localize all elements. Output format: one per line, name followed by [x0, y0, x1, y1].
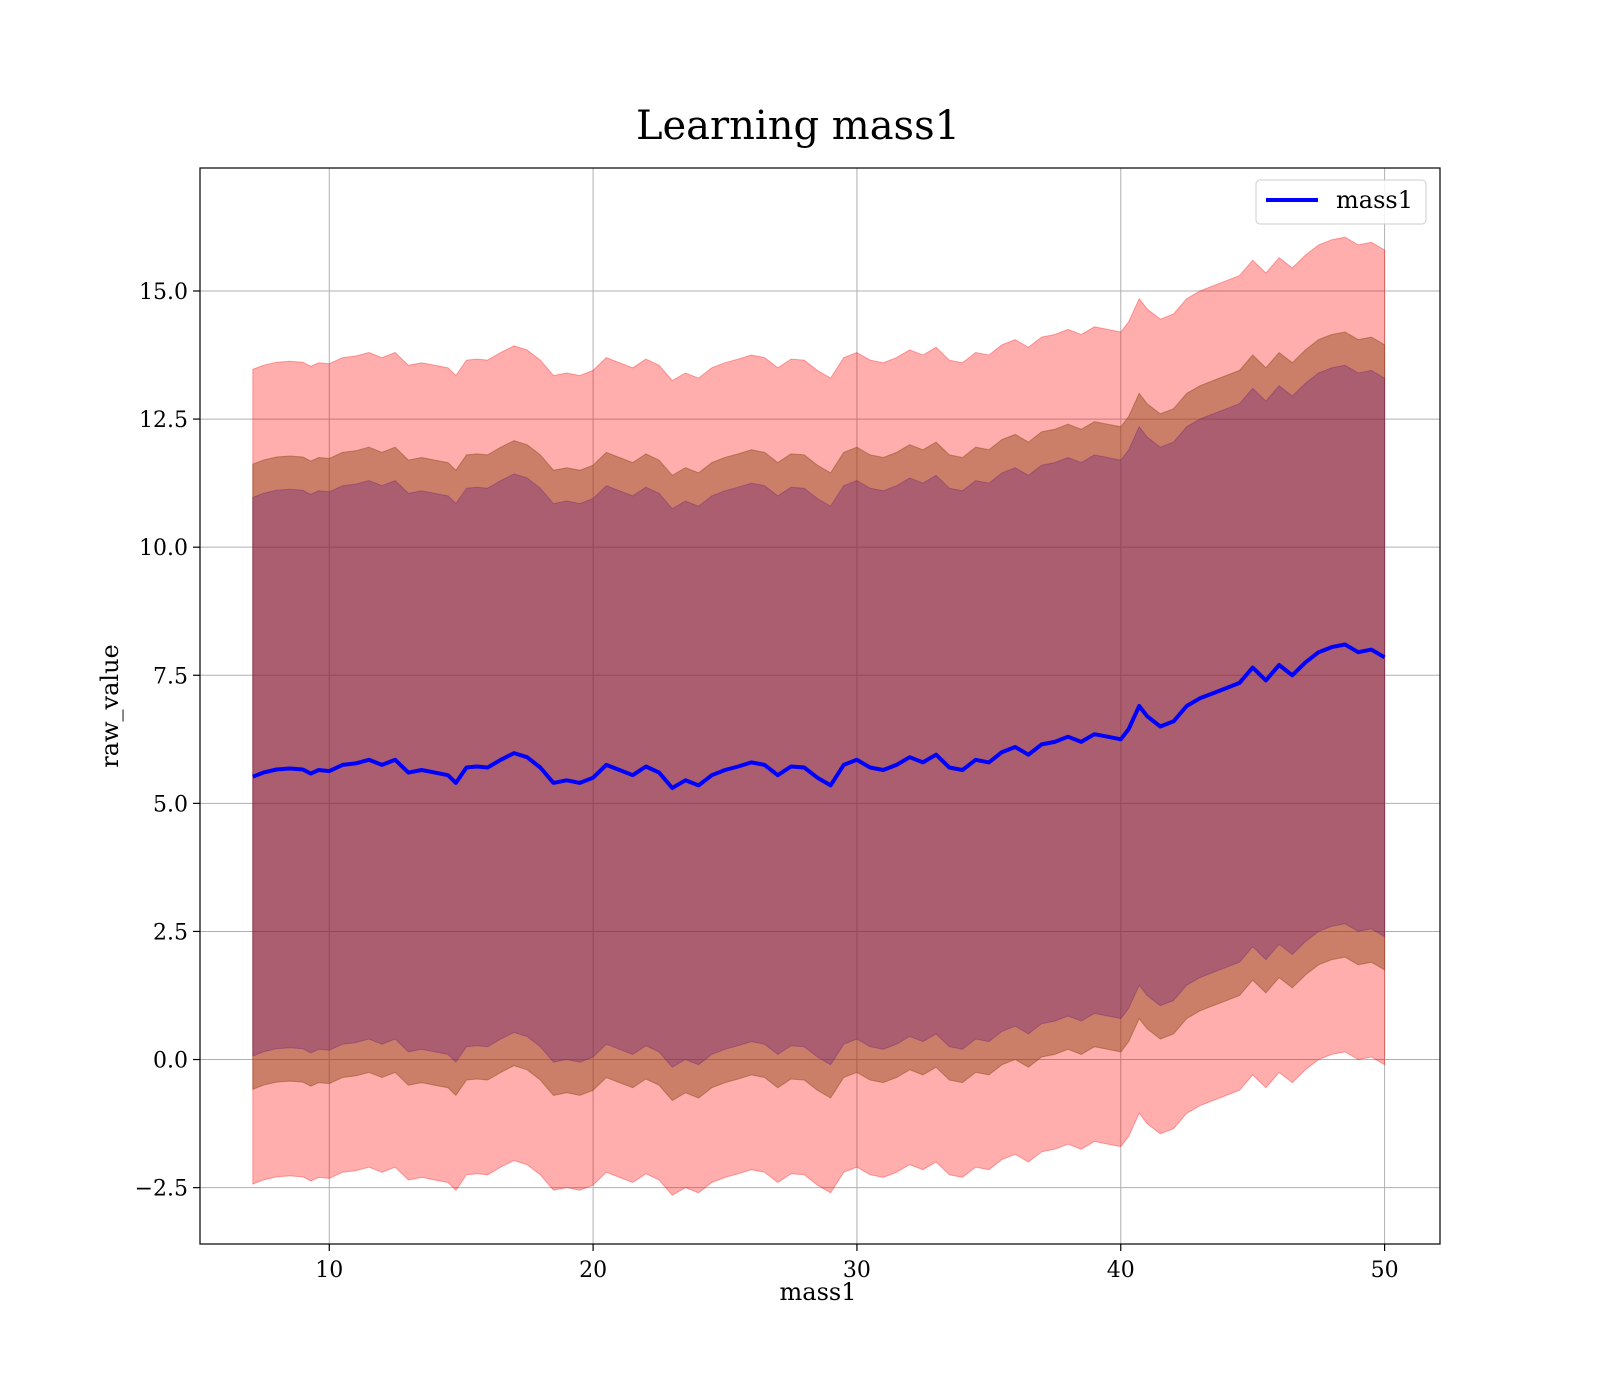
legend: mass1 [1255, 179, 1427, 225]
y-tick-label: 5.0 [153, 792, 188, 817]
band-middle [252, 331, 1386, 1102]
legend-box [1255, 179, 1427, 225]
x-tick-label: 40 [1107, 1258, 1135, 1283]
y-tick-label: 7.5 [153, 664, 188, 689]
y-axis: −2.5 0.0 2.5 5.0 7.5 10.0 12.5 15.0 [135, 280, 200, 1202]
grid [200, 168, 1440, 1244]
y-tick-label: 15.0 [139, 280, 188, 305]
y-tick-label: 12.5 [139, 408, 188, 433]
plot-frame [199, 167, 1441, 1245]
band-outer [252, 236, 1386, 1196]
x-axis-label: mass1 [780, 1278, 857, 1306]
y-tick-label: 0.0 [153, 1049, 188, 1074]
x-axis: 10 20 30 40 50 [315, 1244, 1399, 1283]
series-lines [252, 642, 1386, 790]
series-line-mass1 [252, 642, 1386, 790]
legend-label: mass1 [1336, 186, 1413, 214]
x-tick-label: 20 [579, 1258, 607, 1283]
band-inner [252, 364, 1386, 1068]
x-tick-label: 10 [315, 1258, 343, 1283]
x-tick-label: 50 [1371, 1258, 1399, 1283]
y-axis-label: raw_value [96, 644, 124, 768]
y-tick-label: 10.0 [139, 536, 188, 561]
confidence-bands [252, 236, 1386, 1196]
chart-title: Learning mass1 [636, 103, 960, 149]
x-tick-label: 30 [843, 1258, 871, 1283]
y-tick-label: 2.5 [153, 920, 188, 945]
y-tick-label: −2.5 [135, 1177, 188, 1202]
